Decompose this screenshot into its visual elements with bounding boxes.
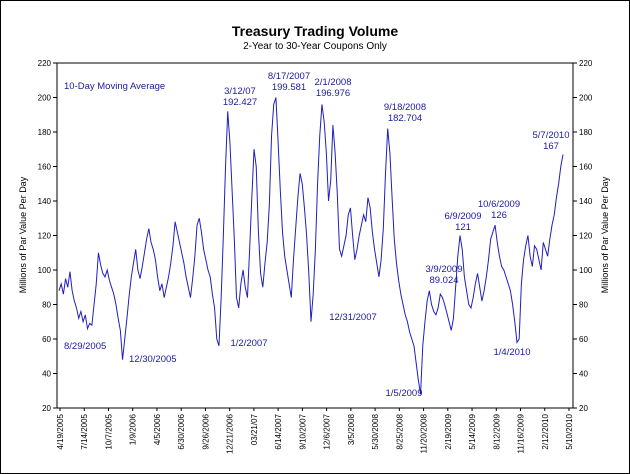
x-tick-label: 3/5/2008	[347, 413, 356, 445]
annotation-label: 2/1/2008	[315, 77, 352, 88]
y-axis-label-right: Millions of Par Value Per Day	[600, 176, 610, 293]
annotation-label: 3/9/2009	[426, 264, 463, 275]
y-axis-right: 20 40 60 80 100 120 140 160 180 200 220	[573, 59, 593, 413]
annotation-label: 1/4/2010	[494, 347, 531, 358]
annotation-label: 1/5/2009	[386, 388, 423, 399]
y-tick-label-right: 220	[579, 59, 593, 68]
y-tick-label-left: 140	[38, 197, 52, 206]
annotation-label: 121	[455, 222, 471, 233]
annotation-label: 199.581	[272, 82, 306, 93]
annotation-label: 1/2/2007	[231, 338, 268, 349]
y-tick-label-left: 100	[38, 266, 52, 275]
x-tick-label: 2/12/2010	[541, 413, 550, 449]
x-tick-label: 9/26/2006	[201, 413, 210, 449]
x-tick-label: 11/16/2009	[517, 413, 526, 453]
x-tick-label: 2/19/2009	[444, 413, 453, 449]
x-tick-label: 10/7/2005	[104, 413, 113, 449]
y-tick-label-right: 200	[579, 94, 593, 103]
y-tick-label-right: 60	[579, 335, 588, 344]
x-tick-label: 1/9/2006	[129, 413, 138, 445]
annotation-label: 6/9/2009	[445, 211, 482, 222]
y-tick-label-right: 80	[579, 301, 588, 310]
x-tick-label: 7/14/2005	[80, 413, 89, 449]
x-tick-label: 9/10/2007	[298, 413, 307, 449]
x-tick-label: 5/14/2009	[468, 413, 477, 449]
x-tick-label: 5/30/2008	[371, 413, 380, 449]
x-tick-label: 03/21/07	[250, 413, 259, 445]
y-tick-label-left: 220	[38, 59, 52, 68]
y-tick-label-left: 40	[42, 370, 51, 379]
annotation-label: 182.704	[388, 113, 422, 124]
x-tick-label: 8/12/2009	[492, 413, 501, 449]
y-tick-label-right: 160	[579, 163, 593, 172]
x-tick-label: 4/19/2005	[56, 413, 65, 449]
annotation-label: 3/12/07	[224, 86, 256, 97]
annotation-label: 9/18/2008	[384, 102, 426, 113]
legend-text: 10-Day Moving Average	[64, 81, 165, 92]
x-tick-label: 5/10/2010	[565, 413, 574, 449]
y-axis-label-left: Millions of Par Value Per Day	[18, 176, 28, 293]
chart-subtitle: 2-Year to 30-Year Coupons Only	[243, 41, 387, 52]
annotation-label: 10/6/2009	[478, 199, 520, 210]
annotation-label: 8/17/2007	[268, 71, 310, 82]
y-tick-label-left: 20	[42, 404, 51, 413]
annotation-label: 5/7/2010	[533, 130, 570, 141]
x-tick-label: 11/20/2008	[420, 413, 429, 453]
x-tick-label: 6/14/2007	[274, 413, 283, 449]
x-tick-label: 4/5/2006	[153, 413, 162, 445]
series-line	[58, 97, 564, 395]
y-tick-label-right: 40	[579, 370, 588, 379]
y-tick-label-left: 200	[38, 94, 52, 103]
y-tick-label-left: 120	[38, 232, 52, 241]
annotation-label: 12/30/2005	[129, 354, 177, 365]
x-tick-label: 12/6/2007	[323, 413, 332, 449]
y-axis-left: 20 40 60 80 100 120 140 160 180 200 220	[38, 59, 57, 413]
y-tick-label-right: 120	[579, 232, 593, 241]
x-tick-label: 8/25/2008	[395, 413, 404, 449]
x-tick-label: 6/30/2006	[177, 413, 186, 449]
x-tick-label: 12/21/2006	[226, 413, 235, 454]
annotation-label: 89.024	[429, 275, 458, 286]
y-tick-label-left: 80	[42, 301, 51, 310]
y-tick-label-right: 180	[579, 128, 593, 137]
annotation-label: 196.976	[316, 88, 350, 99]
annotation-label: 12/31/2007	[329, 312, 377, 323]
x-axis: 4/19/2005 7/14/2005 10/7/2005 1/9/2006 4/5/2…	[56, 408, 574, 454]
y-tick-label-right: 100	[579, 266, 593, 275]
annotation-label: 8/29/2005	[64, 341, 106, 352]
y-tick-label-left: 180	[38, 128, 52, 137]
y-tick-label-left: 60	[42, 335, 51, 344]
chart-title: Treasury Trading Volume	[232, 23, 398, 39]
annotation-label: 167	[543, 141, 559, 152]
y-tick-label-right: 140	[579, 197, 593, 206]
y-tick-label-left: 160	[38, 163, 52, 172]
annotation-label: 126	[491, 210, 507, 221]
annotation-label: 192.427	[223, 97, 257, 108]
y-tick-label-right: 20	[579, 404, 588, 413]
